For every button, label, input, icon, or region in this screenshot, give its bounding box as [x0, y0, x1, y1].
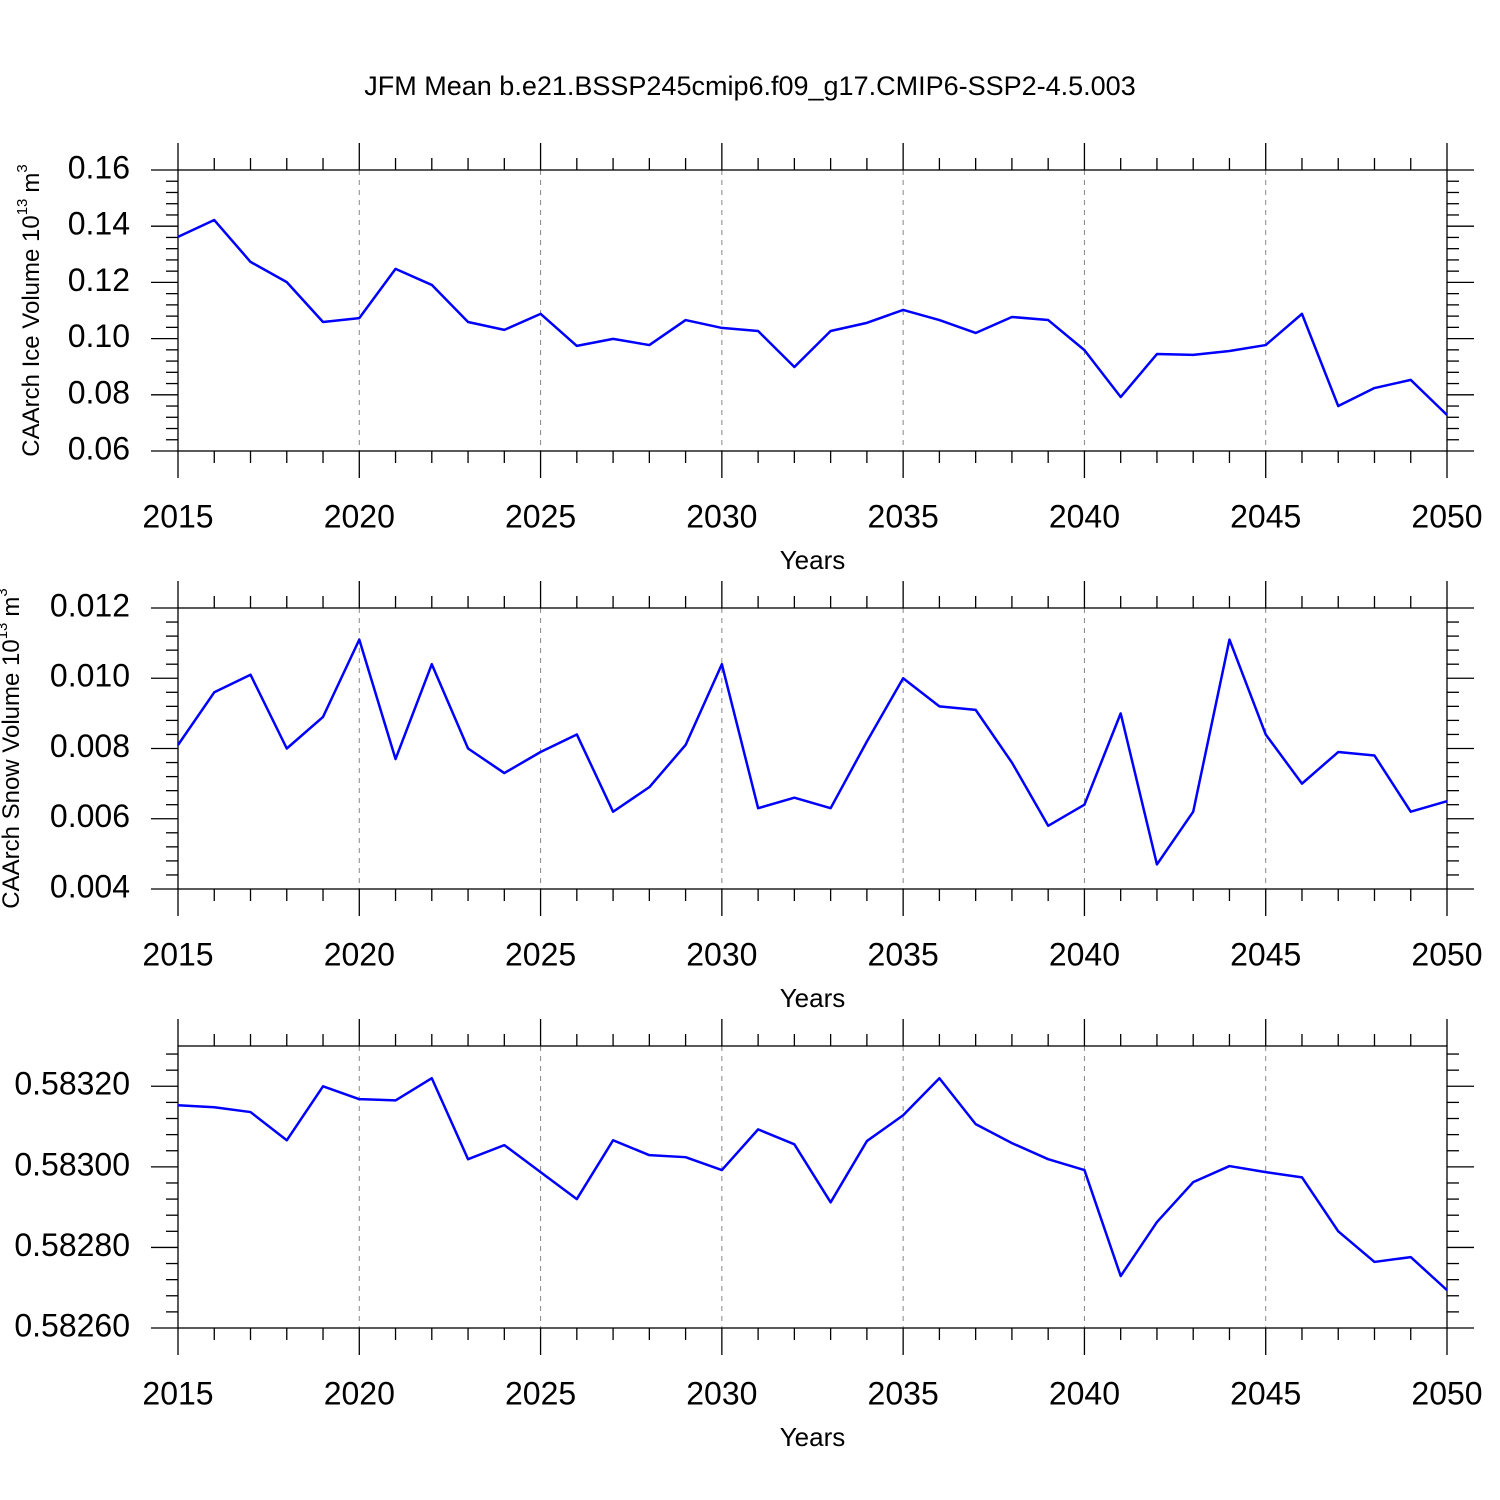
y-tick-label: 0.58280	[14, 1227, 130, 1263]
x-tick-label: 2020	[324, 498, 395, 534]
y-tick-label: 0.16	[68, 149, 130, 185]
x-tick-label: 2020	[324, 1375, 395, 1411]
x-tick-label: 2045	[1230, 1375, 1301, 1411]
x-tick-label: 2040	[1049, 1375, 1120, 1411]
y-tick-label: 0.58260	[14, 1307, 130, 1343]
x-tick-label: 2035	[868, 936, 939, 972]
x-tick-label: 2035	[868, 1375, 939, 1411]
x-tick-label: 2050	[1411, 498, 1482, 534]
y-label-text: CAArch Ice Volume 10	[18, 215, 45, 456]
y-axis-label: CAArch Snow Volume 1013 m3	[0, 588, 25, 909]
x-axis-label: Years	[780, 545, 846, 575]
y-tick-label: 0.010	[50, 658, 130, 694]
x-tick-label: 2015	[142, 498, 213, 534]
x-tick-label: 2025	[505, 1375, 576, 1411]
data-line	[177, 218, 1448, 416]
chart-title: JFM Mean b.e21.BSSP245cmip6.f09_g17.CMIP…	[364, 71, 1135, 101]
data-line	[176, 638, 1448, 866]
x-tick-label: 2050	[1411, 1375, 1482, 1411]
y-label-exponent: 13	[0, 623, 11, 640]
y-tick-label: 0.012	[50, 587, 130, 623]
x-axis-label: Years	[780, 983, 846, 1013]
x-axis-label: Years	[780, 1422, 846, 1452]
y-label-unit: m	[18, 173, 45, 193]
x-tick-label: 2035	[868, 498, 939, 534]
x-tick-label: 2015	[142, 936, 213, 972]
plot-frame	[177, 169, 1448, 452]
y-tick-label: 0.08	[68, 374, 130, 410]
data-line	[177, 1076, 1448, 1292]
y-tick-label: 0.008	[50, 728, 130, 764]
y-tick-label: 0.58300	[14, 1146, 130, 1182]
y-label-unit-exponent: 3	[14, 164, 31, 172]
y-tick-label: 0.06	[68, 430, 130, 466]
y-label-exponent: 13	[14, 199, 31, 216]
x-tick-label: 2030	[686, 936, 757, 972]
y-tick-label: 0.58320	[14, 1066, 130, 1102]
y-tick-label: 0.14	[68, 206, 130, 242]
x-tick-label: 2045	[1230, 936, 1301, 972]
x-tick-label: 2015	[142, 1375, 213, 1411]
x-tick-label: 2030	[686, 498, 757, 534]
x-tick-label: 2025	[505, 498, 576, 534]
y-tick-label: 0.006	[50, 798, 130, 834]
y-tick-label: 0.12	[68, 262, 130, 298]
x-tick-label: 2030	[686, 1375, 757, 1411]
x-tick-label: 2025	[505, 936, 576, 972]
y-tick-label: 0.10	[68, 318, 130, 354]
y-label-unit-exponent: 3	[0, 588, 11, 596]
y-axis-label: CAArch Ice Volume 1013 m3	[14, 164, 45, 456]
x-tick-label: 2020	[324, 936, 395, 972]
x-tick-label: 2050	[1411, 936, 1482, 972]
plot-frame	[177, 1045, 1448, 1329]
plot-frame	[177, 607, 1448, 890]
x-tick-label: 2045	[1230, 498, 1301, 534]
x-tick-label: 2040	[1049, 936, 1120, 972]
y-label-text: CAArch Snow Volume 10	[0, 639, 25, 908]
x-tick-label: 2040	[1049, 498, 1120, 534]
y-tick-label: 0.004	[50, 868, 130, 904]
y-label-unit: m	[0, 597, 25, 617]
